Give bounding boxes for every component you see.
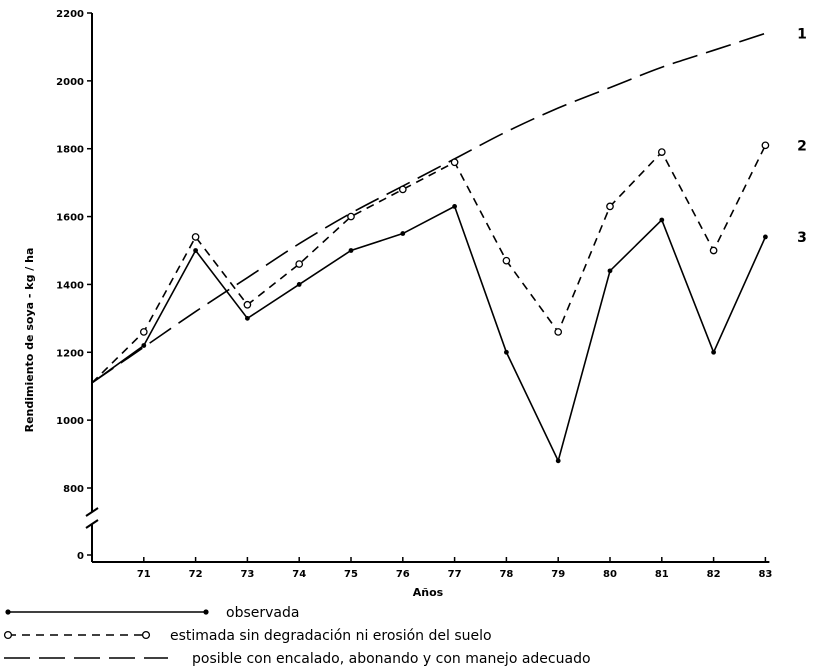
- data-point-series-3: [452, 203, 457, 209]
- data-point-series-2: [450, 158, 459, 167]
- x-tick-label: 79: [551, 569, 565, 580]
- legend-marker: [141, 630, 151, 640]
- series-end-label: 3: [797, 230, 807, 246]
- x-tick-label: 82: [707, 569, 721, 580]
- y-tick-label: 1200: [56, 348, 84, 359]
- x-axis-title: Años: [413, 586, 444, 599]
- y-axis-break-mark: [85, 507, 99, 517]
- x-tick-label: 76: [396, 569, 410, 580]
- legend-marker: [203, 609, 209, 615]
- y-axis-title: Rendimiento de soya - kg / ha: [23, 248, 36, 433]
- data-point-series-3: [245, 315, 250, 321]
- x-tick-label: 83: [758, 569, 772, 580]
- series-line-3: [91, 205, 767, 464]
- y-tick-label: 1000: [56, 416, 84, 427]
- series-line-2: [91, 144, 767, 384]
- legend-label: estimada sin degradación ni erosión del …: [170, 628, 492, 644]
- data-point-series-3: [504, 349, 509, 355]
- x-tick-label: 77: [448, 569, 462, 580]
- y-tick-label: 2000: [56, 77, 84, 88]
- data-point-series-2: [347, 212, 355, 221]
- legend-label: posible con encalado, abonando y con man…: [192, 651, 591, 667]
- x-tick-label: 72: [189, 569, 203, 580]
- x-tick-label: 75: [344, 569, 358, 580]
- x-tick-label: 78: [499, 569, 513, 580]
- y-tick-label: 2200: [56, 9, 84, 20]
- data-point-series-3: [193, 248, 199, 253]
- data-point-series-2: [709, 246, 718, 255]
- data-point-series-2: [502, 256, 511, 265]
- x-tick-label: 81: [655, 569, 669, 580]
- series-end-label: 2: [797, 138, 807, 154]
- data-point-series-3: [141, 343, 147, 348]
- data-point-series-2: [139, 328, 148, 336]
- legend-label: observada: [226, 605, 299, 621]
- data-point-series-2: [295, 260, 304, 268]
- y-tick-label: 0: [77, 551, 84, 562]
- legend: observada estimada sin degradación ni ero…: [3, 605, 591, 667]
- data-point-series-2: [398, 185, 407, 194]
- series-lines: [91, 32, 767, 464]
- series-end-labels: 1 2 3: [797, 26, 807, 246]
- x-tick-label: 71: [137, 569, 151, 580]
- data-point-series-2: [243, 300, 252, 309]
- x-tick-label: 80: [603, 569, 617, 580]
- series-line-1: [91, 32, 766, 384]
- y-tick-label: 800: [63, 484, 84, 495]
- data-point-series-3: [763, 234, 768, 240]
- data-point-series-2: [606, 202, 614, 211]
- x-tick-label: 74: [292, 569, 306, 580]
- data-point-series-3: [555, 458, 561, 464]
- axes: 0 800 1000 1200 1400 1600 1800 2000 2200 71 72 73 74…: [23, 9, 772, 599]
- series-end-label: 1: [797, 26, 807, 42]
- y-tick-label: 1600: [56, 213, 84, 224]
- data-point-series-2: [761, 141, 770, 150]
- y-tick-label: 1400: [56, 280, 84, 291]
- data-point-series-2: [554, 328, 563, 336]
- legend-marker: [3, 630, 13, 640]
- data-point-series-3: [711, 349, 716, 355]
- data-point-series-3: [607, 268, 613, 274]
- data-point-series-3: [348, 248, 354, 253]
- data-point-series-3: [296, 282, 302, 287]
- data-point-series-3: [400, 231, 406, 236]
- data-point-series-3: [659, 217, 665, 223]
- legend-marker: [5, 609, 11, 615]
- x-tick-label: 73: [240, 569, 254, 580]
- series-markers: [139, 141, 770, 464]
- y-tick-label: 1800: [56, 145, 84, 156]
- data-point-series-2: [657, 148, 666, 156]
- y-axis-break-mark: [85, 519, 99, 529]
- data-point-series-2: [191, 233, 200, 241]
